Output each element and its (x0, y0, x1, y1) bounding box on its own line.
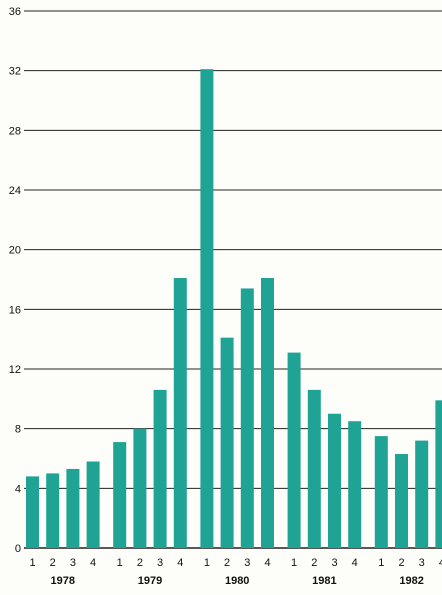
bar-1981-q2 (307, 389, 321, 548)
bar-1981-q3 (328, 413, 341, 548)
bar-1980-q2 (220, 337, 234, 548)
bar-1982-q2 (395, 454, 408, 548)
year-label-1980: 1980 (225, 575, 249, 587)
bar-1978-q4 (86, 461, 100, 548)
year-label-1982: 1982 (399, 575, 423, 587)
x-tick-label-1978-q4: 4 (90, 557, 96, 569)
x-tick-label-1982-q3: 3 (419, 557, 425, 569)
x-tick-label-1982-q2: 2 (398, 557, 404, 569)
bar-1979-q4 (173, 278, 187, 548)
bar-1979-q2 (133, 428, 147, 548)
y-tick-label-16: 16 (9, 304, 21, 316)
x-tick-label-1979-q4: 4 (177, 557, 183, 569)
bar-1980-q4 (261, 278, 274, 548)
x-tick-label-1982-q4: 4 (439, 557, 442, 569)
bar-1980-q1 (200, 69, 214, 549)
year-labels: 1978 1979 1980 1981 1982 (51, 575, 424, 587)
x-tick-label-1979-q1: 1 (117, 557, 123, 569)
bars (26, 69, 442, 549)
x-tick-label-1981-q3: 3 (331, 557, 337, 569)
y-tick-label-4: 4 (15, 483, 21, 495)
y-tick-label-8: 8 (15, 424, 21, 436)
year-label-1979: 1979 (138, 575, 162, 587)
bar-1979-q3 (153, 389, 167, 548)
x-tick-label-1980-q1: 1 (204, 557, 210, 569)
bar-1981-q1 (287, 352, 301, 548)
x-tick-label-1981-q4: 4 (352, 557, 358, 569)
bar-1978-q3 (66, 468, 80, 548)
y-tick-label-20: 20 (9, 245, 21, 257)
x-tick-label-1981-q2: 2 (311, 557, 317, 569)
bar-1982-q4 (435, 400, 442, 548)
x-tick-label-1978-q3: 3 (70, 557, 76, 569)
x-tick-label-1982-q1: 1 (378, 557, 384, 569)
bar-1981-q4 (348, 421, 362, 548)
y-tick-label-28: 28 (9, 125, 21, 137)
y-tick-label-24: 24 (9, 185, 21, 197)
x-tick-label-1980-q2: 2 (224, 557, 230, 569)
y-tick-labels: 0 4 8 12 16 20 24 28 32 36 (9, 6, 21, 555)
bar-1982-q1 (374, 436, 388, 548)
bar-1982-q3 (415, 440, 429, 548)
x-tick-label-1981-q1: 1 (291, 557, 297, 569)
y-tick-label-0: 0 (15, 543, 21, 555)
bar-1978-q1 (26, 476, 39, 548)
year-label-1981: 1981 (312, 575, 336, 587)
x-tick-label-1979-q3: 3 (157, 557, 163, 569)
x-tick-label-1978-q1: 1 (29, 557, 35, 569)
y-tick-label-32: 32 (9, 66, 21, 78)
y-tick-label-12: 12 (9, 364, 21, 376)
bar-1980-q3 (240, 288, 254, 548)
x-tick-label-1980-q4: 4 (264, 557, 270, 569)
bar-1978-q2 (46, 473, 60, 548)
year-label-1978: 1978 (51, 575, 75, 587)
x-tick-label-1979-q2: 2 (137, 557, 143, 569)
x-tick-label-1978-q2: 2 (50, 557, 56, 569)
x-tick-label-1980-q3: 3 (244, 557, 250, 569)
y-tick-label-36: 36 (9, 6, 21, 18)
x-tick-labels: 1 2 3 4 1 2 3 4 1 2 3 4 1 2 3 4 1 2 3 4 (29, 557, 442, 569)
bar-1979-q1 (113, 442, 127, 548)
